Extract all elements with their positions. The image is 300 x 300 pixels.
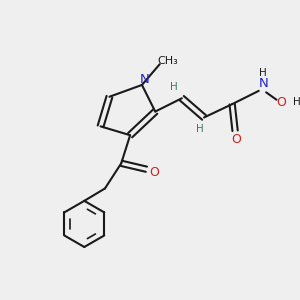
Text: H: H bbox=[293, 97, 300, 107]
Text: N: N bbox=[140, 73, 149, 86]
Text: N: N bbox=[258, 77, 268, 90]
Text: O: O bbox=[276, 96, 286, 109]
Text: H: H bbox=[170, 82, 178, 92]
Text: H: H bbox=[259, 68, 267, 77]
Text: O: O bbox=[232, 133, 242, 146]
Text: O: O bbox=[150, 166, 160, 179]
Text: H: H bbox=[196, 124, 203, 134]
Text: CH₃: CH₃ bbox=[158, 56, 178, 66]
